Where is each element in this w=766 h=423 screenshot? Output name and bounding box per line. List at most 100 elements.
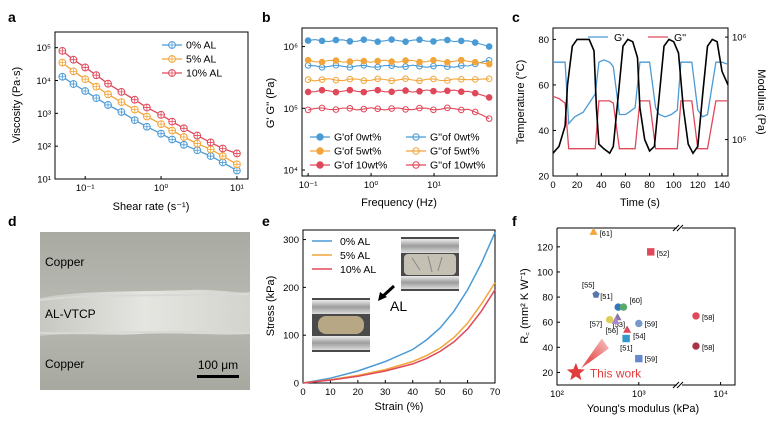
chart-f-point-10-label: [51] (620, 344, 633, 353)
chart-e-xtick-2: 20 (353, 387, 364, 398)
chart-a-series-1-point-3-cross (92, 83, 100, 91)
chart-b-ytick-0: 10⁴ (283, 166, 298, 177)
chart-b-series-5-point-24 (471, 108, 479, 116)
panel-letter-c: c (512, 9, 520, 25)
chart-a-series-0-point-13-cross (219, 159, 227, 166)
chart-b-series-5-point-20 (444, 104, 451, 112)
chart-e-frame (302, 229, 496, 384)
chart-a-ylabel: Viscosity (Pa·s) (11, 67, 23, 143)
chart-f-point-9-label: [54] (633, 332, 646, 341)
chart-f-point-1 (647, 248, 655, 256)
chart-f-point-7-label: [56] (606, 326, 619, 335)
chart-a-series-0-point-11-cross (193, 146, 201, 154)
chart-b-series-3-point-8 (360, 77, 368, 84)
chart-a-series-2-point-12-cross (207, 139, 215, 146)
chart-f-point-11 (692, 312, 700, 320)
chart-f-xtick-1: 10³ (632, 389, 646, 400)
chart-e-ytick-0: 0 (294, 379, 299, 390)
chart-c-legend-1-label: G'' (674, 32, 686, 44)
chart-b: Frequency (Hz) G' G'' (Pa) 10⁻¹ 10⁰ 10¹ 10⁴… (265, 27, 498, 209)
inset-top-plate-2 (401, 239, 459, 253)
chart-f-point-5-label: [53] (613, 320, 626, 329)
chart-b-series-0-point-16 (416, 36, 423, 43)
chart-b-series-0-point-14 (402, 38, 409, 45)
chart-b-series-2-point-0 (304, 56, 312, 64)
chart-a-legend-0-marker (168, 41, 176, 49)
chart-a-series-0-point-12-cross (207, 152, 215, 160)
chart-f-ytick-5: 120 (537, 242, 553, 253)
chart-b-series-2-point-22 (457, 56, 465, 64)
chart-f-ylabel: R꜀ (mm² K W⁻¹) (519, 268, 531, 343)
chart-a-series-2-point-13-cross (219, 145, 227, 152)
chart-a-series-1-point-13 (218, 152, 227, 160)
chart-b-series-4-point-26 (485, 94, 493, 101)
chart-a-series-2-point-8-cross (157, 111, 165, 119)
chart-b-series-3-point-14 (402, 75, 409, 83)
chart-b-series-3-point-2 (318, 76, 326, 83)
panel-letter-a: a (8, 9, 16, 25)
chart-a-series-0-point-5 (117, 108, 126, 116)
chart-f-point-7 (611, 316, 620, 325)
chart-b-xlabel: Frequency (Hz) (361, 197, 437, 209)
chart-a-series-2-point-7 (142, 103, 151, 112)
chart-b-xtick-1: 10⁰ (364, 180, 379, 191)
chart-e-xtick-6: 60 (462, 387, 473, 398)
chart-f-point-9 (623, 325, 632, 333)
chart-a-legend-1-marker (168, 55, 176, 63)
chart-c-xtick-0: 0 (550, 180, 555, 191)
chart-a-series-1-point-14 (233, 160, 241, 169)
chart-a-xtick-1: 10⁰ (154, 183, 169, 194)
chart-a-series-0-point-9-cross (168, 136, 176, 143)
chart-a-series-1-point-4-cross (104, 90, 112, 98)
chart-a-series-2-point-9 (168, 117, 177, 126)
chart-f-point-13 (635, 354, 643, 363)
chart-a-series-1-point-13-cross (219, 152, 227, 160)
chart-e-legend-0-label: 0% AL (340, 236, 371, 248)
chart-a: Shear rate (s⁻¹) Viscosity (Pa·s) 10⁻¹ 10… (11, 31, 249, 213)
inset-photo-uncompressed (312, 298, 370, 352)
chart-f-ytick-1: 40 (542, 343, 553, 354)
chart-a-series-2-point-2-cross (81, 64, 89, 71)
chart-b-series-0-point-24 (471, 39, 479, 46)
chart-a-series-0-point-2 (81, 87, 90, 95)
chart-f-point-4 (619, 303, 628, 311)
chart-c-xlabel: Time (s) (620, 197, 660, 209)
chart-f-point-13-label: [59] (645, 355, 658, 364)
chart-b-series-2-point-16 (416, 58, 423, 66)
chart-b-series-5-point-6 (346, 105, 354, 112)
scalebar-label: 100 μm (198, 358, 238, 372)
chart-a-series-2-point-5 (117, 87, 126, 96)
chart-a-series-1-point-3 (92, 82, 101, 91)
inset-sample (318, 316, 364, 334)
chart-a-legend-2-marker (168, 69, 176, 77)
chart-a-series-2-point-12 (206, 138, 215, 147)
chart-b-legend-0-marker (316, 133, 324, 141)
chart-a-series-0-point-13 (218, 158, 227, 167)
chart-b-series-4-point-6 (346, 86, 354, 94)
chart-b-legend-3-label: G''of 5wt% (430, 146, 480, 158)
chart-b-series-0-point-10 (374, 38, 382, 45)
chart-b-legend-1-label: G''of 0wt% (430, 132, 480, 144)
chart-b-series-4-point-2 (318, 86, 326, 94)
panel-letter-f: f (512, 213, 517, 229)
chart-f-point-8 (635, 319, 643, 328)
chart-b-legend-0-label: G'of 0wt% (334, 132, 382, 144)
chart-b-series-3-point-12 (388, 77, 395, 85)
chart-a-series-2-point-10 (179, 124, 188, 133)
chart-a-series-2-point-6 (130, 95, 139, 104)
chart-c-y2label: Modulus (Pa) (755, 69, 766, 134)
chart-b-series-4-point-16 (416, 88, 423, 95)
chart-a-series-1-point-12 (206, 145, 215, 154)
chart-c-xtick-7: 140 (714, 180, 730, 191)
chart-b-series-5-point-10 (374, 105, 382, 113)
chart-f-point-1-label: [52] (657, 249, 670, 258)
chart-b-legend-4-label: G'of 10wt% (334, 160, 387, 172)
chart-b-xtick-2: 10¹ (427, 180, 441, 191)
chart-e-xlabel: Strain (%) (375, 401, 424, 413)
inset-cracks (411, 255, 443, 273)
chart-b-ytick-2: 10⁶ (284, 42, 299, 53)
chart-b-series-4-point-8 (360, 88, 368, 96)
chart-f-point-14 (566, 362, 586, 381)
chart-a-series-2-point-2 (81, 63, 90, 72)
chart-b-series-2-point-4 (332, 57, 340, 64)
